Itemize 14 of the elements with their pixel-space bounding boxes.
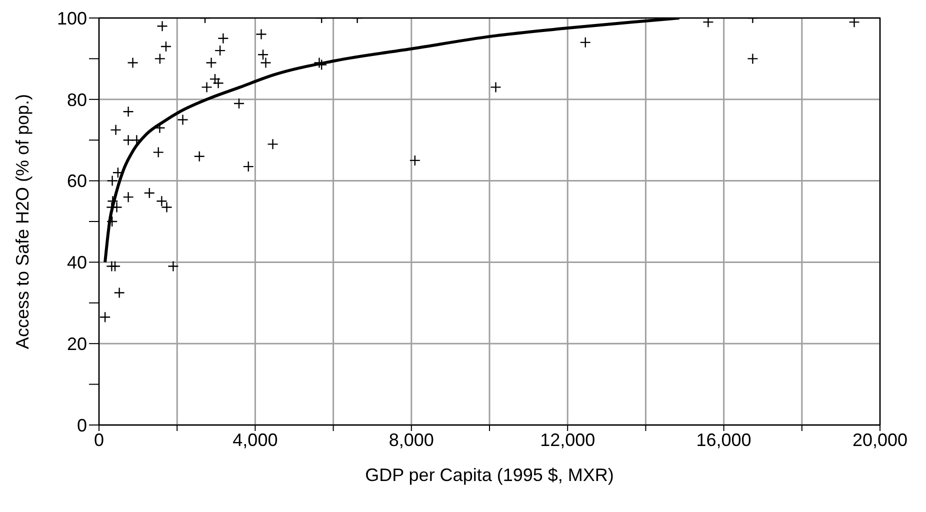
y-tick-label: 20: [66, 334, 87, 354]
y-tick-label: 40: [66, 252, 87, 273]
y-tick-label: 80: [66, 90, 87, 110]
x-tick-label: 8,000: [388, 430, 434, 450]
y-tick-label: 100: [56, 8, 87, 28]
y-tick-label: 60: [66, 171, 87, 192]
x-tick-label: 20,000: [852, 430, 908, 450]
x-tick-label: 0: [94, 430, 104, 450]
x-tick-label: 12,000: [540, 430, 596, 450]
y-axis-title: Access to Safe H2O (% of pop.): [12, 94, 32, 350]
x-tick-label: 16,000: [696, 430, 752, 450]
y-tick-label: 0: [76, 415, 87, 436]
x-axis-title: GDP per Capita (1995 $, MXR): [365, 465, 614, 485]
x-tick-label: 4,000: [232, 430, 278, 450]
